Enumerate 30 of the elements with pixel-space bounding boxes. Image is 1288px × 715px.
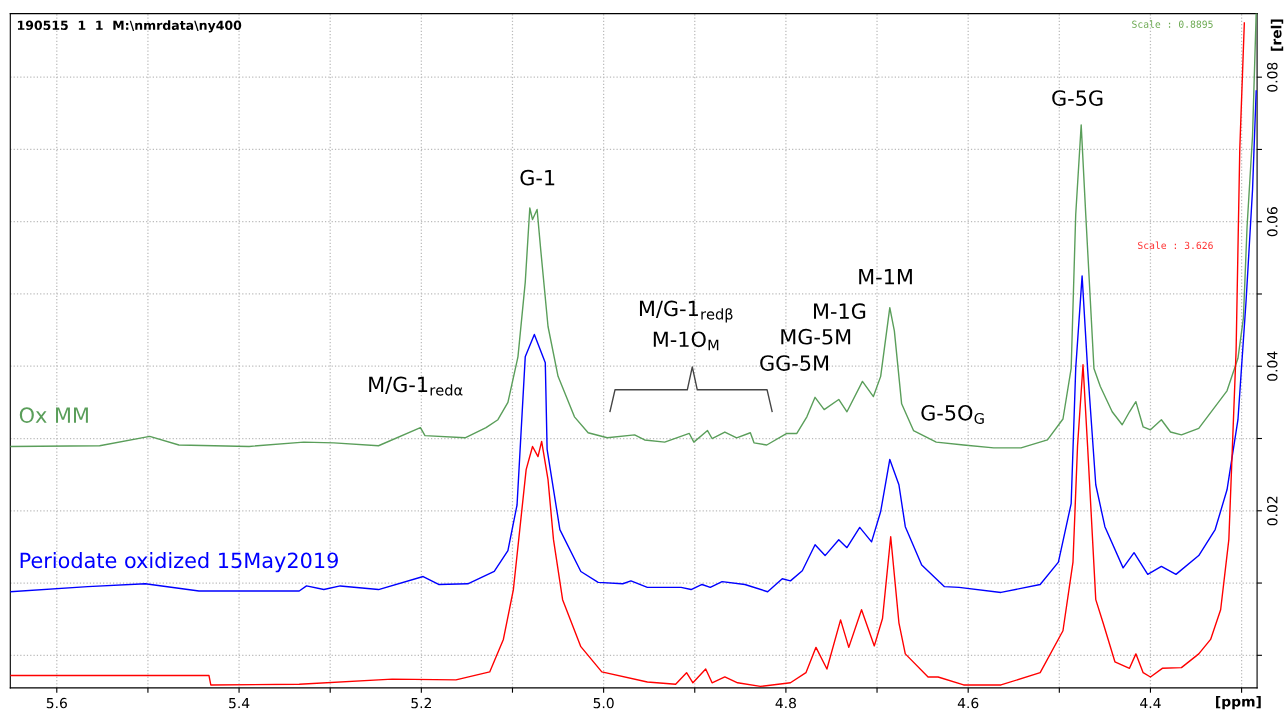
x-tick-label: 5.4 [229,697,250,709]
x-tick-label: 5.2 [411,697,431,709]
line-series [10,22,1246,688]
annotation: Scale : 3.626 [1138,241,1213,250]
annotation: M-1G [814,303,866,319]
annotation: M-1M [859,269,912,285]
line-series [10,90,1257,594]
annotation: G-5G [1052,90,1103,106]
annotation: 190515 1 1 M:\nmrdata\ny400 [17,20,242,33]
y-tick-label: 0.06 [1267,207,1278,237]
x-tick-label: 5.6 [46,697,67,709]
y-tick-label: 0.08 [1267,62,1278,92]
annotation: M-1O$_{M}$ [653,331,719,351]
annotation: Scale : 0.8895 [1132,20,1213,28]
y-tick-label: 0.02 [1267,496,1278,526]
series-label: Ox MM [19,407,88,423]
x-tick-label: 5.0 [593,697,614,709]
annotation: G-1 [520,169,555,186]
x-axis-title: [ppm] [1216,695,1261,710]
annotation: GG-5M [760,355,829,371]
x-tick-label: 4.4 [1140,697,1161,709]
annotation: M/G-1$_{redα}$ [369,376,463,396]
series-label: Periodate oxidized 15May2019 [20,552,338,573]
annotation: MG-5M [781,328,851,345]
x-tick-label: 4.8 [775,697,796,709]
y-axis-title: [rel] [1270,19,1284,51]
y-tick-label: 0.04 [1267,351,1278,381]
x-tick-label: 4.6 [957,697,979,709]
annotation: M/G-1$_{redβ}$ [639,300,733,323]
annotation: G-5O$_{G}$ [921,404,984,424]
